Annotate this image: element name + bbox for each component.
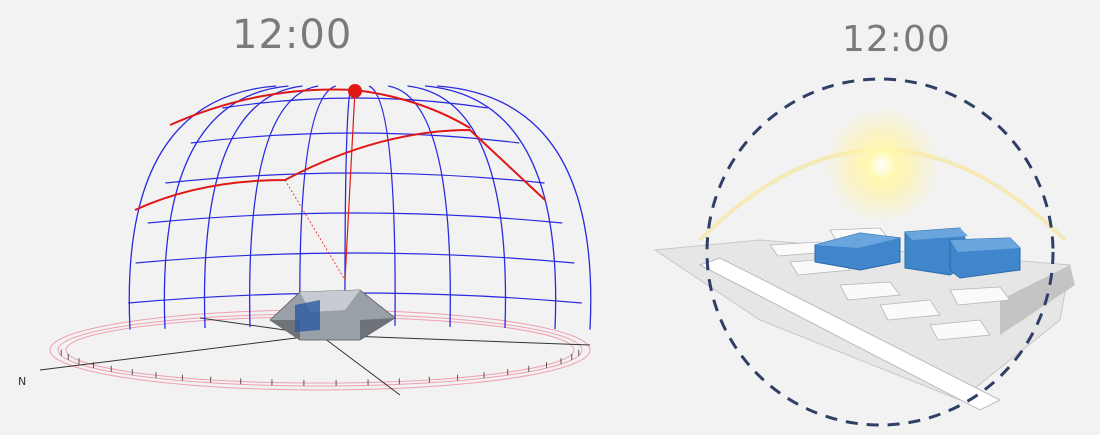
dome-meridian (299, 85, 336, 327)
dome-parallel (165, 172, 545, 184)
dome-meridian (424, 85, 557, 330)
dome-meridians (128, 85, 592, 330)
sun-icon (824, 107, 940, 223)
city-model (653, 227, 1075, 411)
dome-meridian (368, 85, 396, 326)
dome-meridian (163, 85, 289, 329)
dome-meridian (437, 85, 592, 330)
dome-meridian (407, 85, 507, 329)
view-boundary-circle (705, 77, 1055, 427)
dome-parallel (135, 252, 575, 264)
dome-parallel (190, 132, 520, 144)
dome-parallels (128, 97, 582, 304)
horizon-ticks (60, 349, 580, 386)
building-icon (269, 289, 396, 341)
sun-path-lines (134, 88, 546, 281)
compass-north-label: N (18, 375, 26, 388)
dome-meridian (388, 85, 451, 327)
dome-meridian (344, 85, 353, 326)
dome-meridian (249, 85, 319, 328)
left-time-label: 12:00 (232, 12, 353, 58)
dome-meridian (203, 85, 303, 329)
dome-meridian (128, 85, 277, 330)
sun-position-marker (348, 84, 362, 98)
right-time-label: 12:00 (842, 19, 951, 60)
dome-parallel (147, 212, 563, 224)
